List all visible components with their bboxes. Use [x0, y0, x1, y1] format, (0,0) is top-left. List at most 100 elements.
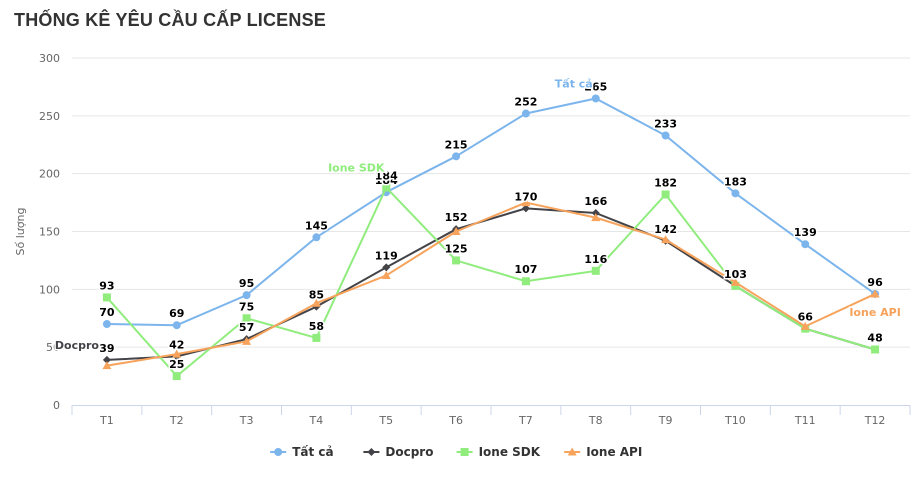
data-label: 57 [239, 321, 254, 334]
x-tick-label: T8 [588, 414, 603, 427]
y-tick-label: 200 [39, 168, 60, 181]
x-tick-label: T3 [239, 414, 254, 427]
y-tick-label: 0 [53, 399, 60, 412]
data-label: 103 [724, 268, 747, 281]
point-marker [521, 204, 530, 213]
legend-item[interactable]: Tất cả [292, 445, 333, 459]
data-label: 183 [724, 175, 747, 188]
point-marker [102, 320, 111, 329]
point-marker [870, 289, 880, 298]
point-marker [102, 361, 112, 370]
y-tick-label: 150 [39, 226, 60, 239]
point-marker [591, 208, 600, 217]
data-label: 42 [169, 338, 184, 351]
chart-title: THỐNG KÊ YÊU CẦU CẤP LICENSE [14, 10, 326, 30]
point-marker [102, 293, 111, 302]
point-marker [591, 266, 600, 275]
y-axis-title: Số lượng [14, 208, 27, 256]
point-marker [242, 314, 251, 323]
x-tick-label: T10 [724, 414, 746, 427]
data-label: 75 [239, 300, 254, 313]
point-marker [661, 235, 671, 244]
data-label: 119 [375, 249, 398, 262]
point-marker [661, 131, 670, 140]
point-marker [382, 183, 391, 192]
point-marker [521, 198, 531, 207]
data-label: 85 [309, 289, 324, 302]
data-label: 95 [239, 277, 254, 290]
point-marker [382, 263, 391, 272]
data-label: 93 [99, 279, 114, 292]
data-label: 96 [867, 276, 883, 289]
series-line-2 [106, 186, 876, 378]
point-marker [242, 291, 251, 300]
point-marker [242, 336, 252, 345]
point-marker [172, 321, 181, 330]
data-label: 215 [445, 138, 468, 151]
data-label: 142 [654, 223, 677, 236]
point-marker [172, 349, 182, 358]
x-tick-label: T9 [658, 414, 673, 427]
data-label: 139 [794, 226, 817, 239]
data-label: 265 [584, 80, 607, 93]
data-label: 107 [514, 263, 537, 276]
y-tick-label: 300 [39, 52, 60, 65]
legend-marker [367, 448, 376, 456]
legend-item[interactable]: Ione SDK [479, 445, 541, 459]
x-tick-label: T5 [378, 414, 393, 427]
point-marker [102, 355, 111, 364]
point-marker [730, 277, 740, 286]
point-marker [381, 270, 391, 279]
point-marker [311, 298, 321, 307]
point-marker [521, 277, 530, 286]
series-line-3 [106, 201, 876, 367]
point-marker [591, 213, 601, 222]
legend-marker [274, 448, 283, 456]
y-tick-label: 250 [39, 110, 60, 123]
legend-marker [567, 447, 577, 456]
data-label: 184 [375, 174, 398, 187]
data-label: 103 [724, 268, 747, 281]
data-label: 252 [514, 96, 537, 109]
point-marker [661, 190, 670, 199]
point-marker [452, 152, 461, 161]
x-tick-label: T4 [309, 414, 324, 427]
legend-marker [460, 448, 469, 456]
x-tick-label: T7 [518, 414, 533, 427]
legend-item[interactable]: Docpro [385, 445, 433, 459]
data-label: 70 [99, 306, 115, 319]
data-label: 166 [584, 195, 607, 208]
data-label: 69 [169, 307, 184, 320]
y-tick-label: 100 [39, 283, 60, 296]
point-marker [451, 227, 461, 235]
series-name-label: Tất cả [555, 77, 593, 90]
data-label: 66 [798, 311, 814, 324]
x-tick-label: T6 [448, 414, 463, 427]
legend-item[interactable]: Ione API [586, 445, 642, 459]
series-name-label: Docpro [55, 339, 100, 352]
data-label: 66 [798, 311, 814, 324]
data-label: 39 [99, 342, 114, 355]
x-tick-label: T11 [794, 414, 816, 427]
data-label: 233 [654, 117, 677, 130]
data-label: 182 [654, 176, 677, 189]
point-marker [312, 233, 321, 242]
x-tick-label: T12 [864, 414, 886, 427]
point-marker [521, 109, 530, 118]
data-label: 25 [169, 358, 184, 371]
series-name-label: Ione API [849, 306, 900, 319]
point-marker [312, 333, 321, 342]
point-marker [452, 256, 461, 265]
data-label: 145 [305, 219, 328, 232]
data-label: 58 [309, 320, 324, 333]
data-label: 184 [375, 170, 398, 183]
point-marker [801, 240, 810, 249]
x-tick-label: T1 [99, 414, 114, 427]
point-marker [871, 345, 880, 354]
y-tick-label: 50 [46, 341, 60, 354]
data-label: 116 [584, 253, 607, 266]
point-marker [800, 321, 810, 330]
series-name-label: Ione SDK [328, 162, 385, 175]
point-marker [591, 94, 600, 103]
